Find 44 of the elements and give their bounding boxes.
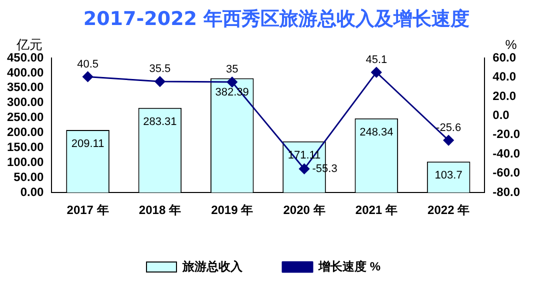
y-tick-label: 0.00 <box>20 184 44 199</box>
legend-label: 增长速度 % <box>318 259 381 274</box>
y-axis-title: 亿元 <box>16 37 43 52</box>
point <box>443 135 454 146</box>
y-tick-label: 400.00 <box>7 65 44 80</box>
x-tick-label: 2019 年 <box>211 203 254 218</box>
y2-tick-label: 20.0 <box>492 88 516 103</box>
point <box>82 72 94 82</box>
y-tick-label: 150.00 <box>7 140 44 154</box>
x-tick-label: 2021 年 <box>355 203 398 218</box>
data-label: 248.34 <box>360 126 394 138</box>
y-tick-label: 450.00 <box>7 50 44 64</box>
y2-tick-label: 60.0 <box>492 50 516 64</box>
y-tick-label: 200.00 <box>7 125 44 140</box>
data-label: -25.6 <box>436 122 462 134</box>
x-tick-label: 2022 年 <box>428 203 470 218</box>
point <box>226 76 238 88</box>
y2-tick-label: 0.0 <box>492 108 510 122</box>
data-label: 40.5 <box>77 58 98 70</box>
data-label: 45.1 <box>366 54 388 66</box>
point <box>299 164 310 174</box>
y-tick-label: 350.00 <box>7 80 44 94</box>
y-tick-label: 100.00 <box>7 155 44 169</box>
y2-tick-label: -80.0 <box>492 184 520 199</box>
data-label: 103.7 <box>434 170 462 182</box>
x-tick-label: 2017 年 <box>66 203 109 218</box>
data-label: 35.5 <box>149 63 171 76</box>
data-label: 283.31 <box>143 116 177 128</box>
x-tick-label: 2020 年 <box>283 203 326 218</box>
y2-tick-label: -40.0 <box>492 146 520 160</box>
data-label: 209.11 <box>71 138 104 150</box>
legend-label: 旅游总收入 <box>182 259 244 274</box>
chart-title: 2017-2022 年西秀区旅游总收入及增长速度 <box>82 7 471 32</box>
point <box>154 76 166 87</box>
y-tick-label: 250.00 <box>7 110 44 124</box>
y2-axis-title: % <box>505 37 518 52</box>
y-tick-label: 50.00 <box>14 170 44 184</box>
data-label: 35 <box>226 64 238 76</box>
y-tick-label: 300.00 <box>7 95 44 110</box>
y2-tick-label: -20.0 <box>492 127 520 142</box>
y2-tick-label: -60.0 <box>492 166 520 180</box>
y2-tick-label: 40.0 <box>492 70 516 84</box>
x-tick-label: 2018 年 <box>138 203 181 218</box>
point <box>371 67 382 78</box>
